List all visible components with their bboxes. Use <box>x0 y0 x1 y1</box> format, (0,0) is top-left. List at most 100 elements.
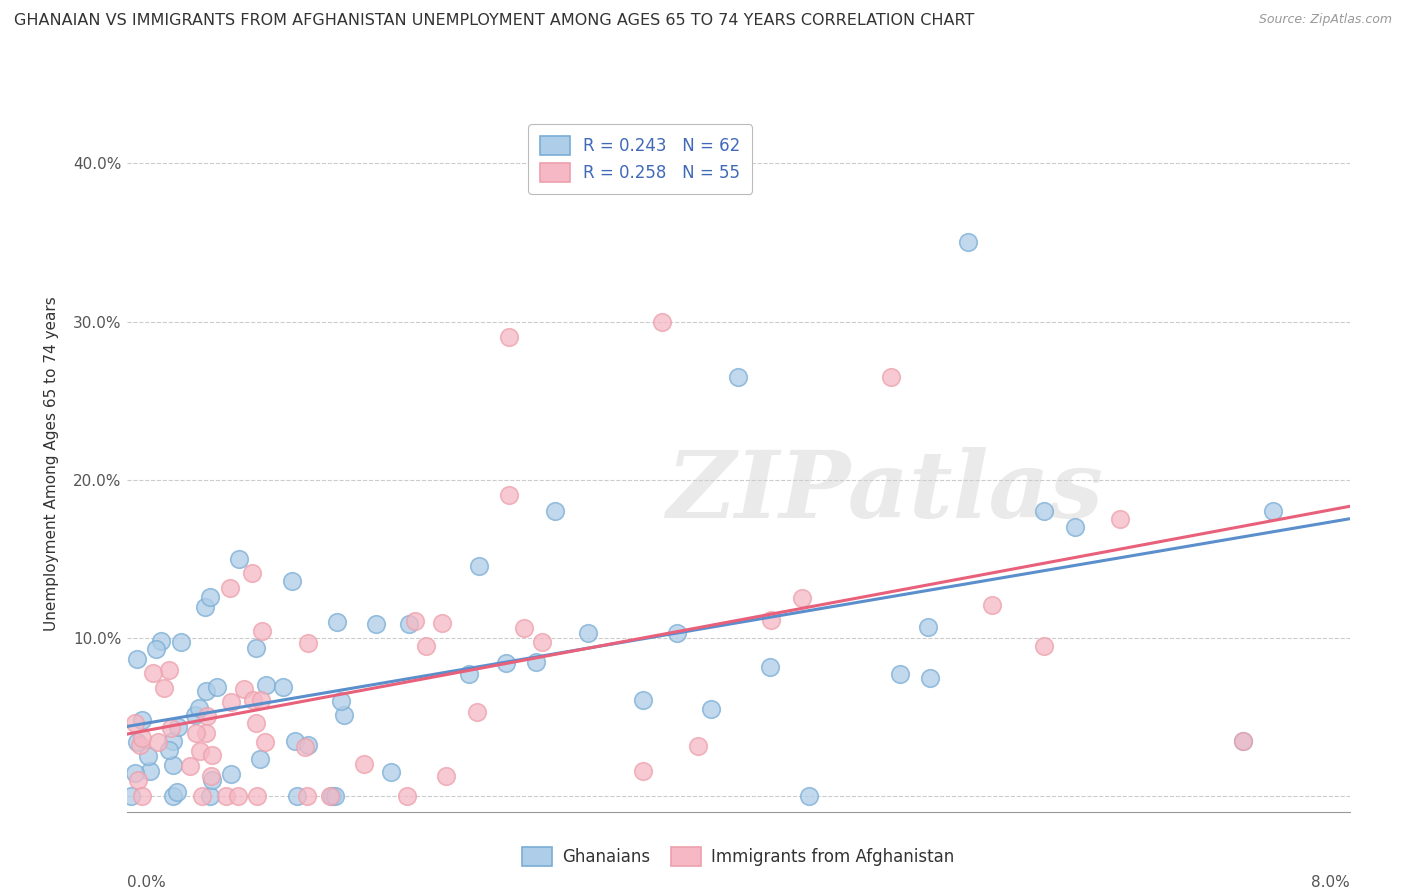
Point <box>727 369 749 384</box>
Point <box>415 640 437 654</box>
Point <box>920 671 942 685</box>
Point <box>198 789 221 803</box>
Point <box>981 598 1004 612</box>
Point <box>398 616 420 631</box>
Point <box>759 613 782 627</box>
Point <box>1232 733 1254 747</box>
Point <box>1032 639 1054 653</box>
Point <box>273 680 295 694</box>
Point <box>326 615 349 629</box>
Point <box>201 748 224 763</box>
Point <box>631 692 654 706</box>
Point <box>498 488 520 502</box>
Point <box>457 667 479 681</box>
Point <box>380 765 402 780</box>
Point <box>495 656 517 670</box>
Point <box>194 600 217 615</box>
Point <box>142 665 165 680</box>
Point <box>150 634 173 648</box>
Point <box>245 641 267 656</box>
Point <box>254 678 277 692</box>
Point <box>465 706 488 720</box>
Point <box>191 789 214 803</box>
Point <box>353 756 375 771</box>
Point <box>194 726 217 740</box>
Point <box>294 740 316 755</box>
Point <box>127 772 149 787</box>
Text: 0.0%: 0.0% <box>127 875 166 890</box>
Point <box>166 785 188 799</box>
Point <box>148 735 170 749</box>
Legend: Ghanaians, Immigrants from Afghanistan: Ghanaians, Immigrants from Afghanistan <box>516 840 960 873</box>
Point <box>759 660 782 674</box>
Point <box>395 789 418 803</box>
Point <box>330 694 353 708</box>
Point <box>205 680 228 694</box>
Point <box>221 695 243 709</box>
Point <box>242 693 264 707</box>
Point <box>253 734 276 748</box>
Point <box>700 701 723 715</box>
Point <box>215 789 238 803</box>
Point <box>297 636 319 650</box>
Point <box>249 752 271 766</box>
Point <box>131 713 153 727</box>
Point <box>1109 512 1132 526</box>
Point <box>198 590 221 604</box>
Point <box>576 626 599 640</box>
Point <box>194 684 217 698</box>
Point <box>889 666 911 681</box>
Point <box>120 789 142 803</box>
Text: Source: ZipAtlas.com: Source: ZipAtlas.com <box>1258 13 1392 27</box>
Point <box>127 735 149 749</box>
Point <box>200 769 222 783</box>
Point <box>201 773 224 788</box>
Point <box>631 764 654 778</box>
Point <box>285 789 308 803</box>
Point <box>404 614 426 628</box>
Point <box>880 369 903 384</box>
Point <box>543 504 565 518</box>
Point <box>124 715 146 730</box>
Point <box>219 766 242 780</box>
Point <box>917 620 939 634</box>
Text: ZIPatlas: ZIPatlas <box>666 447 1104 537</box>
Point <box>321 789 343 803</box>
Point <box>250 624 273 639</box>
Point <box>240 566 263 580</box>
Point <box>686 739 709 754</box>
Point <box>797 789 820 803</box>
Point <box>188 744 211 758</box>
Point <box>131 731 153 745</box>
Point <box>297 738 319 752</box>
Point <box>160 721 183 735</box>
Point <box>468 558 491 573</box>
Point <box>434 769 457 783</box>
Point <box>157 743 180 757</box>
Point <box>332 707 354 722</box>
Point <box>166 721 188 735</box>
Point <box>498 330 520 344</box>
Point <box>790 591 813 605</box>
Point <box>195 708 218 723</box>
Point <box>297 789 319 803</box>
Point <box>127 652 149 666</box>
Point <box>325 789 347 803</box>
Point <box>162 733 184 747</box>
Point <box>281 574 304 589</box>
Point <box>512 621 534 635</box>
Point <box>145 642 167 657</box>
Point <box>219 581 242 595</box>
Point <box>1063 520 1085 534</box>
Point <box>162 758 184 772</box>
Point <box>153 681 176 696</box>
Point <box>157 663 180 677</box>
Point <box>162 789 184 803</box>
Point <box>245 715 267 730</box>
Point <box>246 789 269 803</box>
Point <box>651 314 673 328</box>
Point <box>179 759 201 773</box>
Point <box>186 726 208 740</box>
Point <box>284 733 307 747</box>
Point <box>250 692 273 706</box>
